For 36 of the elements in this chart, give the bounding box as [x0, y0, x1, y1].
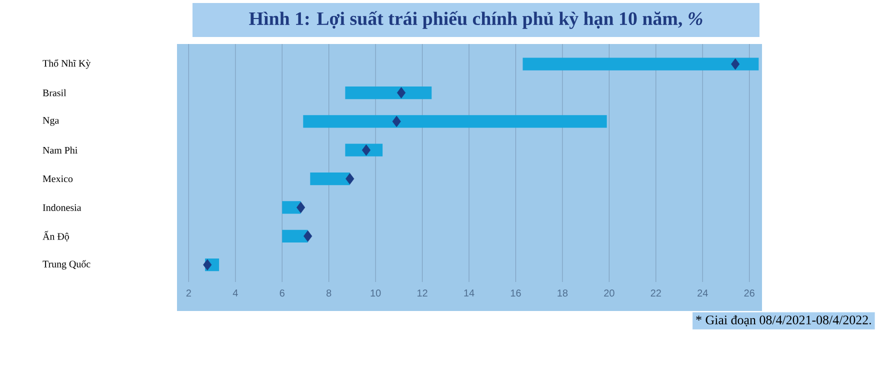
- y-tick-label: Nga: [42, 117, 59, 126]
- x-tick-label: 20: [604, 290, 614, 297]
- y-tick-label: Mexico: [42, 175, 73, 182]
- x-tick-label: 14: [464, 290, 474, 296]
- chart-title: Hình 1: Lợi suất trái phiếu chính phủ kỳ hạn 10 năm, %: [249, 11, 702, 29]
- point: [362, 144, 371, 156]
- point: [304, 230, 312, 242]
- x-tick-label: 4: [232, 290, 238, 296]
- bar: [303, 115, 607, 128]
- point: [203, 259, 212, 270]
- x-tick-label: 24: [698, 290, 708, 296]
- bar: [522, 58, 759, 70]
- y-tick-label: Brasil: [42, 89, 66, 96]
- point: [392, 116, 401, 128]
- x-tick-label: 2: [186, 290, 191, 296]
- x-tick-label: 18: [558, 290, 568, 297]
- x-tick-label: 8: [326, 290, 332, 297]
- x-tick-label: 12: [418, 290, 428, 296]
- point: [396, 87, 406, 98]
- bar: [345, 86, 432, 100]
- y-tick-label: Indonesia: [42, 204, 82, 211]
- y-tick-label: Trung Quốc: [42, 260, 90, 270]
- y-tick-label: Nam Phi: [42, 146, 78, 154]
- x-tick-label: 10: [370, 290, 381, 297]
- y-tick-label: Ấn Độ: [42, 230, 69, 242]
- bar: [282, 230, 308, 242]
- point: [731, 58, 740, 70]
- text: * Giai đoạn 08/4/2021-08/4/2022.: [696, 315, 871, 326]
- x-tick-label: 16: [510, 290, 521, 297]
- bar: [310, 172, 350, 186]
- x-tick-label: 22: [650, 290, 661, 296]
- point: [296, 202, 306, 214]
- x-tick-label: 6: [280, 290, 284, 297]
- y-tick-label: Thổ Nhĩ Kỳ: [42, 59, 91, 69]
- point: [346, 173, 354, 184]
- x-tick-label: 26: [744, 290, 754, 297]
